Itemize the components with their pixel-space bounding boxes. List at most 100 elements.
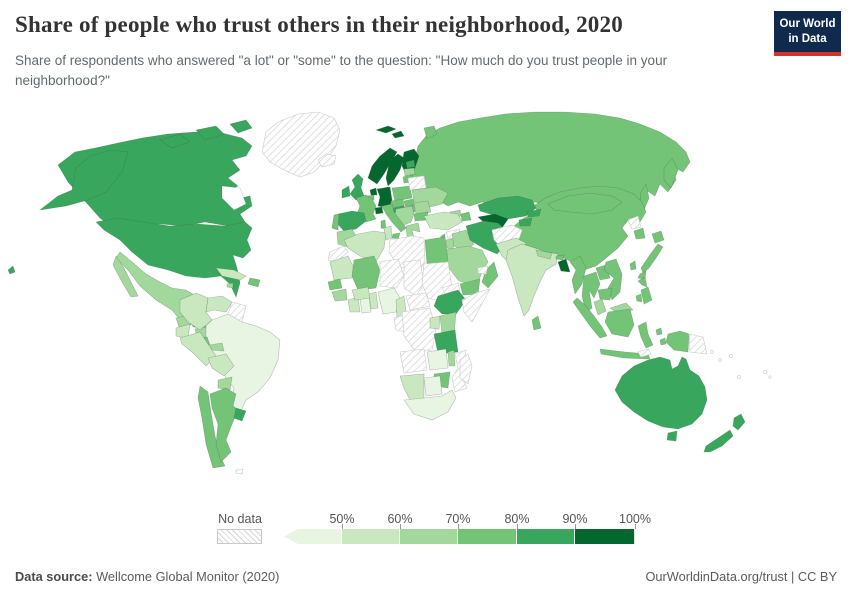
country-timor-leste[interactable]	[637, 348, 652, 358]
country-colombia[interactable]	[179, 292, 213, 331]
country-spain[interactable]	[335, 210, 367, 232]
country-madagascar[interactable]	[459, 353, 473, 385]
country-indonesia-kalimantan[interactable]	[604, 308, 635, 338]
country-guinea[interactable]	[331, 288, 348, 302]
country-bhutan[interactable]	[555, 254, 565, 261]
country-panama[interactable]	[209, 342, 225, 352]
country-vietnam[interactable]	[603, 258, 623, 301]
country-belarus[interactable]	[407, 175, 427, 191]
country-turkey[interactable]	[423, 211, 463, 231]
country-bangladesh[interactable]	[557, 258, 571, 273]
country-russia-kamchatka[interactable]	[663, 157, 679, 189]
country-italy[interactable]	[381, 203, 407, 233]
country-norway[interactable]	[367, 147, 398, 185]
country-latvia[interactable]	[403, 167, 416, 177]
country-uae[interactable]	[477, 265, 489, 275]
country-new-zealand-south[interactable]	[703, 429, 734, 453]
legend-band-70-80[interactable]	[458, 529, 517, 544]
country-poland[interactable]	[391, 185, 413, 202]
country-guyanas[interactable]	[227, 301, 247, 323]
country-thailand[interactable]	[581, 271, 601, 313]
country-tanzania[interactable]	[433, 329, 459, 355]
country-cuba[interactable]	[215, 267, 247, 281]
country-taiwan[interactable]	[629, 260, 637, 271]
country-myanmar[interactable]	[569, 255, 587, 295]
country-venezuela[interactable]	[205, 295, 233, 313]
country-senegal[interactable]	[327, 278, 343, 291]
country-indonesia-maluku[interactable]	[659, 337, 667, 346]
country-indonesia-sulawesi[interactable]	[637, 321, 654, 349]
country-paraguay[interactable]	[217, 376, 233, 391]
country-greece[interactable]	[405, 222, 421, 239]
country-tunisia[interactable]	[383, 225, 393, 241]
country-botswana[interactable]	[423, 375, 443, 397]
country-drc[interactable]	[401, 307, 437, 353]
legend-band-lt50[interactable]	[284, 529, 342, 544]
country-niger[interactable]	[379, 258, 405, 289]
country-indonesia-java[interactable]	[599, 348, 651, 360]
country-canada-arctic-islands[interactable]	[229, 119, 253, 134]
country-ireland[interactable]	[341, 185, 351, 199]
legend-band-90-100[interactable]	[575, 529, 635, 544]
country-cambodia[interactable]	[597, 287, 613, 301]
country-mongolia[interactable]	[547, 192, 623, 215]
country-new-zealand-north[interactable]	[732, 413, 746, 431]
owid-logo[interactable]: Our World in Data	[774, 11, 841, 56]
country-jamaica[interactable]	[226, 282, 234, 289]
country-oman[interactable]	[481, 261, 499, 289]
country-portugal[interactable]	[331, 213, 340, 231]
country-western-sahara[interactable]	[327, 245, 349, 263]
country-estonia[interactable]	[405, 159, 416, 169]
country-russia[interactable]	[409, 111, 691, 207]
country-canada-arctic-islands[interactable]	[159, 133, 191, 149]
country-australia-tasmania[interactable]	[666, 430, 678, 442]
country-japan-honshu[interactable]	[640, 243, 664, 274]
country-ethiopia[interactable]	[433, 289, 467, 315]
country-india[interactable]	[505, 243, 559, 317]
country-zambia[interactable]	[426, 348, 449, 371]
country-benin[interactable]	[368, 291, 379, 310]
country-sri-lanka[interactable]	[531, 315, 542, 331]
country-malawi[interactable]	[447, 349, 456, 367]
country-dominican-republic[interactable]	[247, 277, 261, 288]
country-novaya-zemlya[interactable]	[423, 125, 438, 140]
legend-band-50-60[interactable]	[342, 529, 400, 544]
country-sweden[interactable]	[385, 153, 405, 187]
country-usa[interactable]	[95, 217, 253, 298]
country-mali[interactable]	[351, 255, 381, 291]
country-central-african-republic[interactable]	[405, 292, 431, 311]
country-namibia[interactable]	[399, 373, 425, 401]
country-somalia[interactable]	[461, 288, 491, 323]
country-netherlands[interactable]	[369, 187, 378, 196]
country-south-korea[interactable]	[633, 227, 646, 240]
country-angola[interactable]	[399, 348, 428, 374]
country-azerbaijan[interactable]	[460, 211, 472, 222]
country-kyrgyzstan[interactable]	[526, 208, 542, 218]
country-chile[interactable]	[197, 385, 226, 469]
country-slovakia[interactable]	[403, 198, 415, 207]
country-canada-arctic-islands[interactable]	[195, 125, 225, 141]
country-algeria[interactable]	[343, 230, 387, 263]
country-uganda[interactable]	[429, 315, 441, 330]
country-mexico-baja[interactable]	[112, 255, 139, 298]
country-uruguay[interactable]	[233, 407, 247, 422]
country-romania[interactable]	[413, 200, 432, 215]
country-north-korea[interactable]	[627, 215, 642, 230]
legend-no-data-swatch[interactable]	[217, 529, 262, 544]
country-bolivia[interactable]	[207, 353, 235, 377]
country-czechia[interactable]	[390, 198, 405, 208]
country-svalbard[interactable]	[375, 125, 397, 134]
country-japan-hokkaido[interactable]	[651, 230, 665, 244]
country-greenland[interactable]	[261, 111, 341, 178]
country-iceland[interactable]	[317, 153, 337, 168]
country-switzerland[interactable]	[374, 206, 384, 215]
country-svalbard[interactable]	[391, 130, 405, 139]
country-malaysia[interactable]	[593, 298, 607, 316]
country-philippines[interactable]	[640, 286, 653, 305]
legend-band-80-90[interactable]	[517, 529, 575, 544]
country-burkina-faso[interactable]	[351, 286, 371, 301]
country-tajikistan[interactable]	[518, 217, 533, 227]
country-papua-new-guinea[interactable]	[688, 333, 708, 355]
country-indonesia-sumatra[interactable]	[572, 297, 608, 339]
country-philippines[interactable]	[637, 276, 648, 288]
